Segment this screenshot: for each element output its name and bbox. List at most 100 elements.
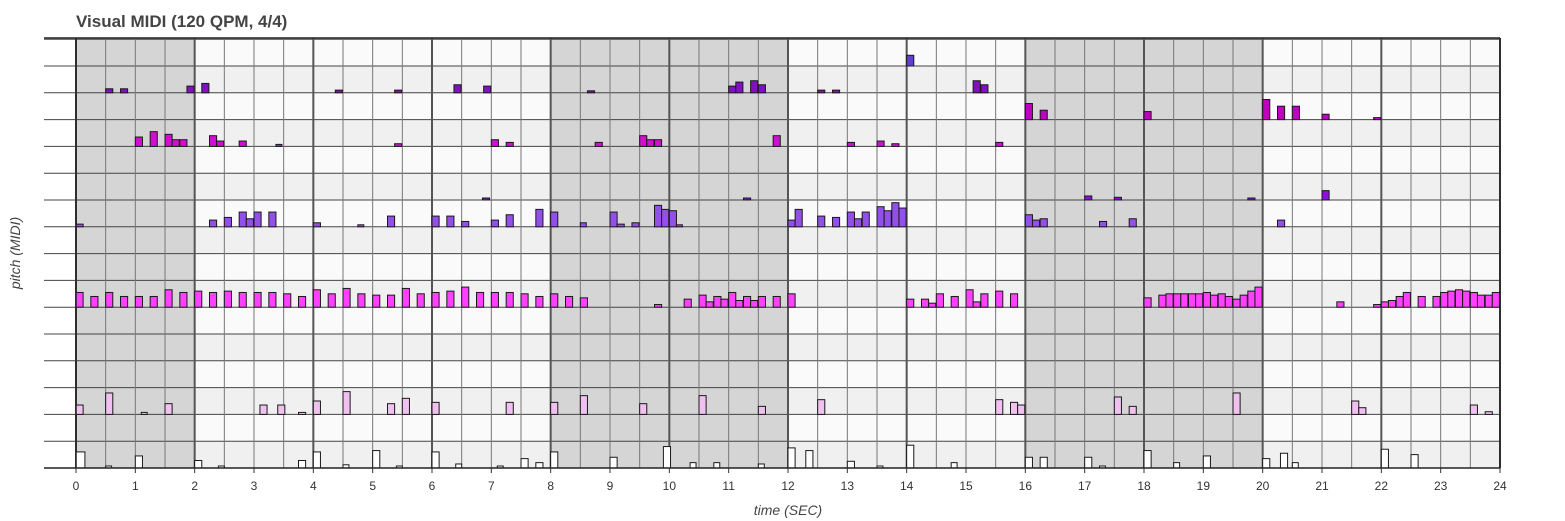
note-bar xyxy=(1469,291,1478,308)
note-bar xyxy=(75,223,84,228)
note-bar xyxy=(631,222,640,228)
note-bar xyxy=(550,401,559,415)
note-bar xyxy=(1024,456,1033,469)
note-bar xyxy=(535,462,544,469)
x-tick-label: 15 xyxy=(959,479,973,493)
note-bar xyxy=(149,131,158,147)
note-bar xyxy=(1402,291,1411,308)
note-bar xyxy=(1173,462,1181,469)
note-bar xyxy=(846,141,855,147)
x-tick-label: 8 xyxy=(547,479,554,493)
note-bar xyxy=(134,295,143,308)
note-bar xyxy=(1202,291,1211,308)
note-bar xyxy=(980,293,989,308)
note-bar xyxy=(1321,113,1330,121)
note-bar xyxy=(387,215,396,228)
note-bar xyxy=(698,294,707,308)
note-bar xyxy=(757,84,766,94)
note-bar xyxy=(268,291,277,308)
note-bar xyxy=(1158,294,1167,308)
note-bar xyxy=(1291,462,1299,469)
note-bar xyxy=(935,293,944,308)
note-bar xyxy=(179,291,188,308)
note-bar xyxy=(728,85,737,94)
note-bar xyxy=(171,139,180,147)
x-tick-label: 10 xyxy=(663,479,677,493)
note-bar xyxy=(1395,295,1404,308)
note-bar xyxy=(1128,405,1137,415)
note-bar xyxy=(787,219,796,228)
note-bar xyxy=(238,291,247,308)
note-bar xyxy=(431,291,440,308)
note-bar xyxy=(743,295,752,308)
chart-title: Visual MIDI (120 QPM, 4/4) xyxy=(76,12,287,31)
note-bar xyxy=(832,89,841,94)
note-bar xyxy=(817,89,826,94)
note-bar xyxy=(787,447,796,469)
note-bar xyxy=(876,140,885,147)
x-tick-label: 23 xyxy=(1434,479,1448,493)
note-bar xyxy=(461,220,470,228)
note-bar xyxy=(1010,401,1019,415)
note-bar xyxy=(535,208,544,228)
note-bar xyxy=(906,444,915,469)
note-bar xyxy=(1373,304,1382,308)
note-bar xyxy=(579,222,587,228)
note-bar xyxy=(713,295,722,308)
note-bar xyxy=(372,294,381,308)
note-bar xyxy=(223,216,232,228)
note-bar xyxy=(832,216,841,228)
note-bar xyxy=(164,289,173,308)
x-tick-label: 22 xyxy=(1375,479,1389,493)
note-bar xyxy=(891,143,900,147)
note-bar xyxy=(1039,218,1048,228)
x-tick-label: 5 xyxy=(369,479,376,493)
note-bar xyxy=(245,218,254,228)
note-bar xyxy=(120,295,129,308)
note-bar xyxy=(298,295,307,308)
note-bar xyxy=(268,211,277,228)
x-tick-label: 17 xyxy=(1078,479,1092,493)
note-bar xyxy=(334,89,343,94)
note-bar xyxy=(1277,105,1286,121)
note-bar xyxy=(1173,293,1182,308)
note-bar xyxy=(1031,219,1041,228)
note-bar xyxy=(750,300,759,308)
note-bar xyxy=(995,399,1004,415)
x-tick-label: 11 xyxy=(722,479,735,493)
note-bar xyxy=(586,90,596,94)
note-bar xyxy=(357,293,366,308)
note-bar xyxy=(1232,298,1241,308)
note-bar xyxy=(90,295,99,308)
note-bar xyxy=(668,210,677,228)
note-bar xyxy=(689,462,697,469)
axis-ticks: 0 1 2 3 4 5 6 7 8 9 10 11 12 13 14 15 16 17 18 19 20 21 22 23 24 xyxy=(73,468,1507,493)
note-bar xyxy=(743,197,752,201)
x-tick-label: 9 xyxy=(607,479,614,493)
note-bar xyxy=(750,80,759,94)
note-bar xyxy=(1476,294,1486,308)
note-bar xyxy=(490,291,499,308)
x-tick-label: 4 xyxy=(310,479,317,493)
note-bar xyxy=(140,411,148,415)
note-bar xyxy=(1455,289,1464,308)
note-bar xyxy=(394,143,403,147)
note-bar xyxy=(105,88,114,94)
note-bar xyxy=(1209,294,1219,308)
x-tick-label: 0 xyxy=(73,479,80,493)
note-bar xyxy=(579,297,588,308)
note-bar xyxy=(490,219,499,228)
x-tick-label: 16 xyxy=(1019,479,1033,493)
note-bar xyxy=(787,293,796,308)
note-bar xyxy=(1336,301,1345,308)
note-bar xyxy=(683,298,692,308)
note-bar xyxy=(312,289,321,308)
note-bar xyxy=(259,404,268,415)
note-bar xyxy=(1099,220,1108,228)
note-bar xyxy=(950,295,959,308)
note-bar xyxy=(298,411,307,415)
note-bar xyxy=(616,223,625,228)
note-bar xyxy=(883,210,892,228)
note-bar xyxy=(1217,293,1226,308)
